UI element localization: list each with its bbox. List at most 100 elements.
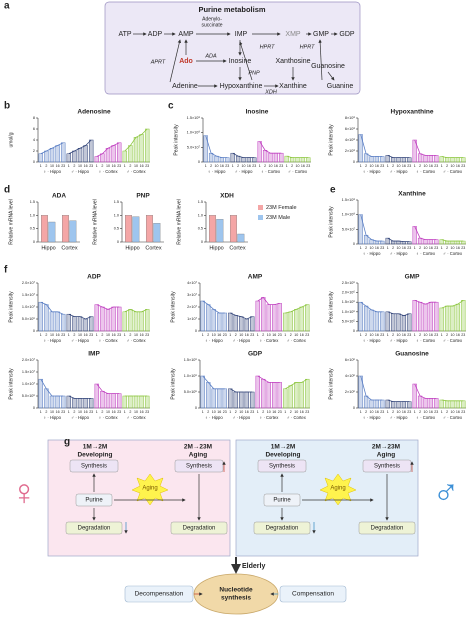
x-tick-label: 2 (446, 246, 448, 250)
bar (444, 240, 450, 245)
bar (128, 395, 133, 409)
bar (44, 388, 49, 409)
bar (66, 153, 72, 163)
bar (60, 142, 66, 163)
x-tick-label: 10 (212, 410, 216, 414)
x-tick-label: 2 (73, 333, 75, 337)
bar (363, 305, 369, 332)
mean-line (285, 304, 308, 314)
y-tick-label: 1.0 (30, 213, 35, 217)
pathway-node: Adenylo- (202, 16, 222, 22)
x-tick-label: 10 (451, 164, 455, 168)
mean-line (40, 301, 64, 315)
bar (407, 401, 412, 409)
x-tick-label: 10 (451, 333, 455, 337)
group-label: ♀ · Hippo (208, 169, 226, 174)
bar (208, 152, 214, 163)
bar (279, 152, 284, 163)
x-tick-label: 16 (402, 333, 406, 337)
bar (428, 239, 434, 245)
bar (72, 316, 77, 332)
x-tick-label: 10 (294, 410, 298, 414)
legend-label: 23M Female (266, 205, 297, 211)
bar (439, 307, 444, 332)
mean-line (257, 375, 280, 383)
bar (363, 395, 369, 409)
bar (295, 157, 300, 163)
bar (111, 306, 116, 332)
bar (385, 399, 390, 409)
x-tick-label: 10 (451, 410, 455, 414)
bar (306, 157, 311, 163)
bar (417, 301, 423, 332)
bar (428, 398, 434, 409)
x-tick-label: 2 (419, 410, 421, 414)
x-tick-label: 23 (89, 333, 93, 337)
y-tick-label: 0 (201, 240, 203, 244)
bar (428, 155, 434, 163)
x-tick-label: 2 (235, 333, 237, 337)
x-tick-label: 23 (145, 333, 149, 337)
y-tick-label: 8 (33, 116, 35, 120)
y-tick-label: 5.0×10⁶ (22, 394, 36, 398)
y-tick-label: 0 (353, 242, 355, 246)
x-tick-label: 2 (290, 410, 292, 414)
x-tick-label: 23 (117, 410, 121, 414)
x-tick-label: 10 (424, 333, 428, 337)
chart-title: IMP (88, 351, 100, 358)
synthesis: Synthesis (269, 464, 295, 470)
bar (294, 309, 299, 332)
x-tick-label: 10 (215, 164, 219, 168)
mean-line (441, 239, 464, 242)
bar (385, 155, 390, 163)
bar (88, 316, 94, 332)
enzyme: APRT (150, 59, 166, 65)
bar (133, 311, 139, 332)
x-tick-label: 2 (446, 410, 448, 414)
bar (261, 297, 266, 332)
bar (55, 311, 60, 332)
elderly-label: Elderly (242, 563, 265, 570)
pathway-node: Adenine (172, 83, 198, 90)
decompensation: Decompensation (135, 591, 184, 598)
bar (144, 309, 150, 332)
x-tick-label: 16 (300, 410, 304, 414)
pathway-node: XMP (285, 31, 301, 38)
bar (62, 215, 69, 243)
bar (125, 215, 132, 243)
x-tick-label: 10 (451, 246, 455, 250)
bar (455, 157, 461, 163)
bar (380, 156, 385, 163)
x-tick-label: 23 (61, 410, 65, 414)
bar (144, 128, 150, 163)
group-label: ♀ · Hippo (43, 415, 61, 420)
bar (450, 305, 455, 332)
degradation-box (253, 521, 311, 535)
bar (222, 388, 227, 409)
mean-line (96, 142, 120, 157)
bar (116, 142, 122, 163)
x-tick-label: 23 (305, 410, 309, 414)
bar (299, 306, 304, 332)
group-label: ♂ · Hippo (235, 169, 253, 174)
x-tick-label: 10 (134, 333, 138, 337)
bar (434, 239, 439, 245)
x-tick-label: 23 (278, 333, 282, 337)
bar (434, 398, 439, 409)
x-tick-label: 10 (78, 410, 82, 414)
bar (228, 312, 233, 332)
bar (49, 148, 55, 163)
bar (284, 155, 289, 163)
degradation: Degradation (371, 526, 404, 532)
bar (208, 215, 216, 243)
bar (139, 395, 144, 409)
bar (266, 382, 271, 409)
y-tick-label: 5.0×10⁶ (22, 317, 36, 321)
group-label: ♀ · Cortex (416, 169, 436, 174)
bar (49, 395, 55, 409)
x-tick-label: 1 (360, 333, 362, 337)
chart-title: AMP (248, 274, 263, 281)
bar (455, 240, 461, 245)
bar (153, 223, 161, 243)
y-tick-label: 1.0×10⁷ (22, 305, 36, 309)
